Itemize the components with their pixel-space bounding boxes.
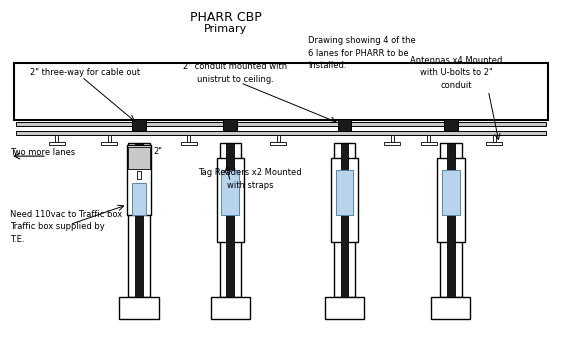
Bar — [223, 119, 237, 131]
Bar — [384, 142, 400, 145]
Bar — [391, 135, 394, 142]
Bar — [55, 135, 58, 142]
Bar — [341, 143, 349, 297]
Bar — [187, 135, 190, 142]
Bar — [219, 143, 241, 297]
Bar — [337, 119, 351, 131]
Bar — [276, 135, 280, 142]
Bar — [14, 63, 548, 120]
Text: Antennas x4 Mounted
with U-bolts to 2"
conduit: Antennas x4 Mounted with U-bolts to 2" c… — [411, 56, 503, 90]
Bar — [336, 170, 354, 214]
Bar — [16, 122, 546, 127]
Bar — [135, 143, 143, 297]
Text: 2" conduit mounted with
unistrut to ceiling.: 2" conduit mounted with unistrut to ceil… — [183, 62, 288, 84]
Bar — [128, 143, 150, 297]
Bar — [222, 170, 239, 214]
Bar — [108, 135, 111, 142]
Bar — [181, 142, 197, 145]
Bar — [132, 183, 146, 214]
Bar — [137, 171, 141, 179]
Bar — [331, 158, 358, 242]
Bar — [442, 170, 460, 214]
Bar — [210, 297, 250, 319]
Bar — [437, 158, 465, 242]
Text: Primary: Primary — [204, 24, 247, 34]
Text: 2": 2" — [153, 147, 162, 155]
Bar — [128, 147, 150, 169]
Text: Drawing showing 4 of the
6 lanes for PHARR to be
installed.: Drawing showing 4 of the 6 lanes for PHA… — [308, 36, 416, 70]
Bar — [447, 143, 455, 297]
Bar — [440, 143, 461, 297]
Bar — [493, 135, 496, 142]
Bar — [16, 131, 546, 135]
Bar — [120, 297, 159, 319]
Bar — [421, 142, 437, 145]
Bar — [49, 142, 65, 145]
Text: Tag Readers x2 Mounted
with straps: Tag Readers x2 Mounted with straps — [199, 168, 302, 190]
Bar — [333, 143, 355, 297]
Bar — [227, 143, 235, 297]
Bar — [325, 297, 364, 319]
Bar — [431, 297, 470, 319]
Bar — [127, 145, 151, 214]
Text: PHARR CBP: PHARR CBP — [190, 11, 261, 24]
Text: Two more lanes: Two more lanes — [10, 148, 76, 157]
Text: Need 110vac to Traffic box
Traffic box supplied by
T.E.: Need 110vac to Traffic box Traffic box s… — [10, 210, 122, 244]
Bar — [132, 119, 146, 131]
Bar — [444, 119, 457, 131]
Bar — [217, 158, 244, 242]
Bar — [428, 135, 430, 142]
Bar — [486, 142, 502, 145]
Bar — [102, 142, 117, 145]
Bar — [270, 142, 286, 145]
Text: 2" three-way for cable out: 2" three-way for cable out — [30, 68, 140, 77]
